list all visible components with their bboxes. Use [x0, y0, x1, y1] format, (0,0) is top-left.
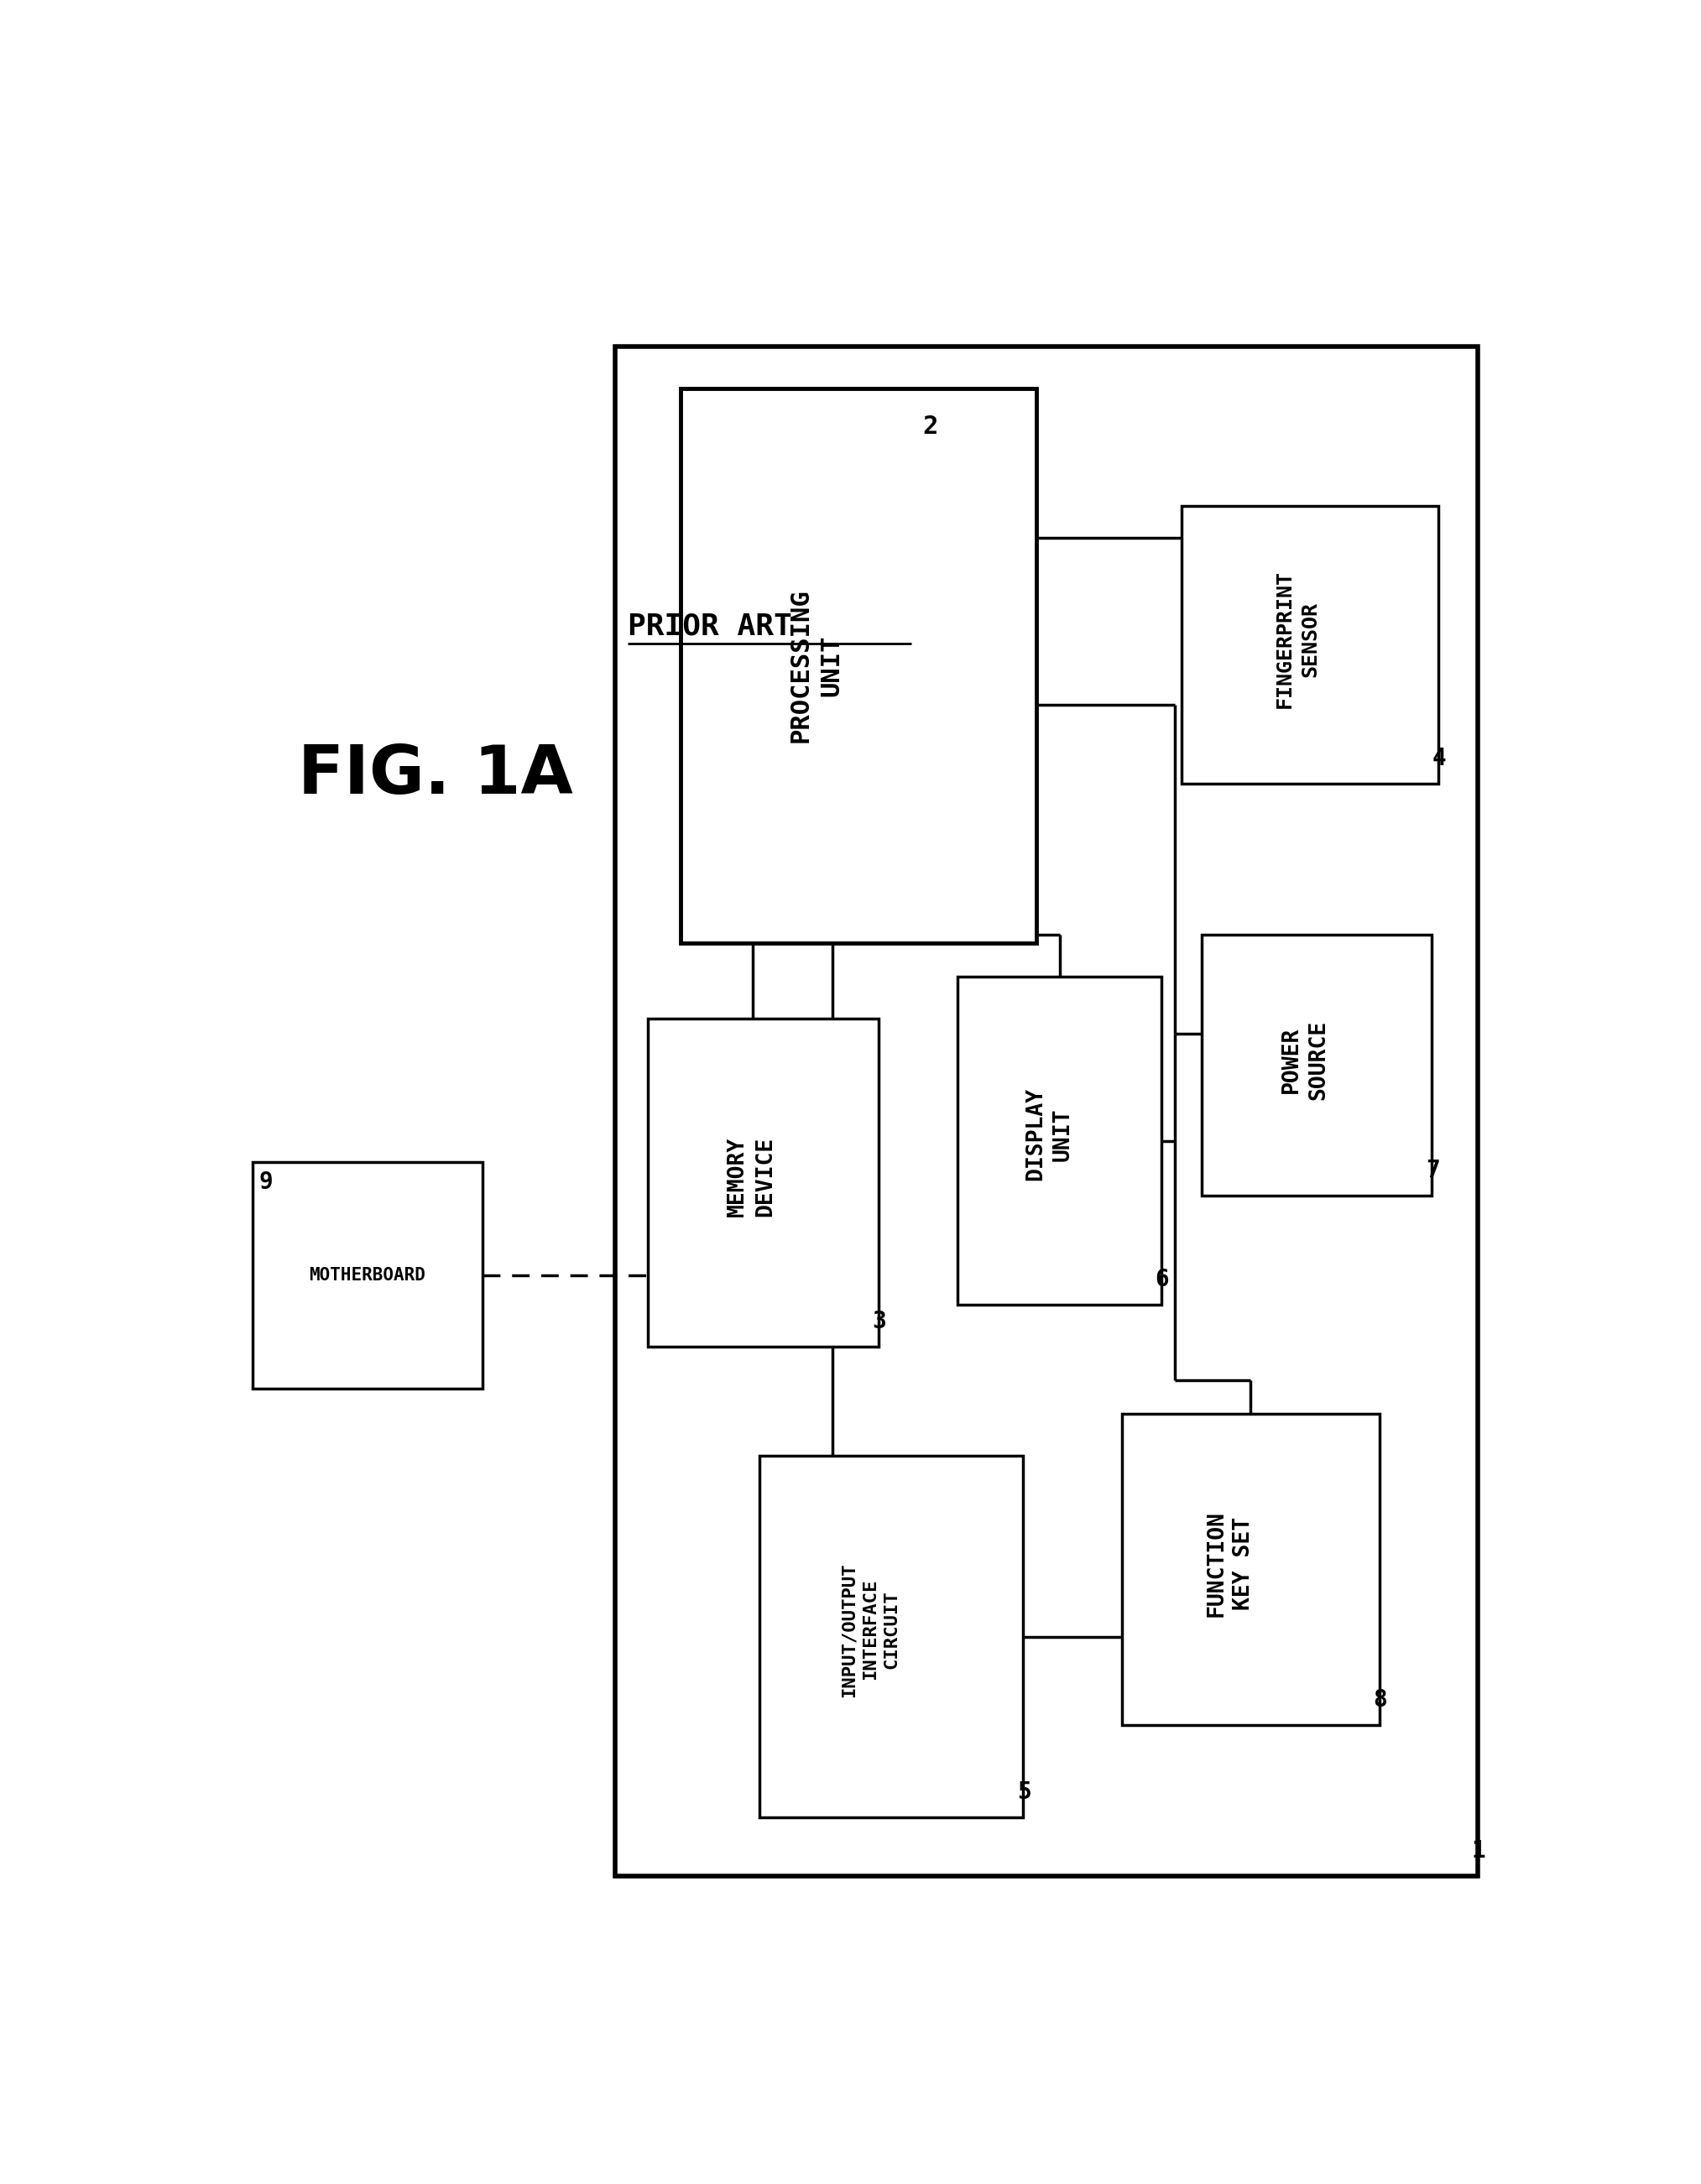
- Text: 4: 4: [1432, 747, 1446, 771]
- Bar: [760, 1457, 1024, 1817]
- Text: FUNCTION
KEY SET: FUNCTION KEY SET: [1206, 1509, 1255, 1616]
- Text: FIG. 1A: FIG. 1A: [298, 743, 573, 808]
- Text: POWER
SOURCE: POWER SOURCE: [1281, 1020, 1330, 1101]
- Text: MEMORY
DEVICE: MEMORY DEVICE: [726, 1136, 776, 1216]
- Text: 2: 2: [922, 415, 937, 439]
- Bar: [648, 1018, 878, 1348]
- Text: MOTHERBOARD: MOTHERBOARD: [310, 1267, 425, 1284]
- Bar: [1201, 935, 1432, 1195]
- Text: 1: 1: [1471, 1839, 1485, 1863]
- Text: FINGERPRINT
SENSOR: FINGERPRINT SENSOR: [1274, 570, 1320, 708]
- Text: 3: 3: [873, 1310, 886, 1332]
- Bar: [680, 389, 1036, 943]
- Text: PROCESSING
UNIT: PROCESSING UNIT: [788, 590, 844, 743]
- Text: PRIOR ART: PRIOR ART: [628, 612, 793, 640]
- Text: DISPLAY
UNIT: DISPLAY UNIT: [1024, 1088, 1073, 1182]
- Text: INPUT/OUTPUT
INTERFACE
CIRCUIT: INPUT/OUTPUT INTERFACE CIRCUIT: [840, 1562, 900, 1697]
- Bar: [1123, 1413, 1380, 1725]
- Bar: [614, 345, 1478, 1876]
- Bar: [958, 976, 1162, 1304]
- Text: 7: 7: [1425, 1158, 1439, 1182]
- Text: 9: 9: [259, 1171, 272, 1195]
- Bar: [1182, 507, 1439, 784]
- Bar: [252, 1162, 483, 1389]
- Text: 6: 6: [1155, 1267, 1169, 1291]
- Text: 5: 5: [1017, 1780, 1031, 1804]
- Text: 8: 8: [1373, 1688, 1386, 1712]
